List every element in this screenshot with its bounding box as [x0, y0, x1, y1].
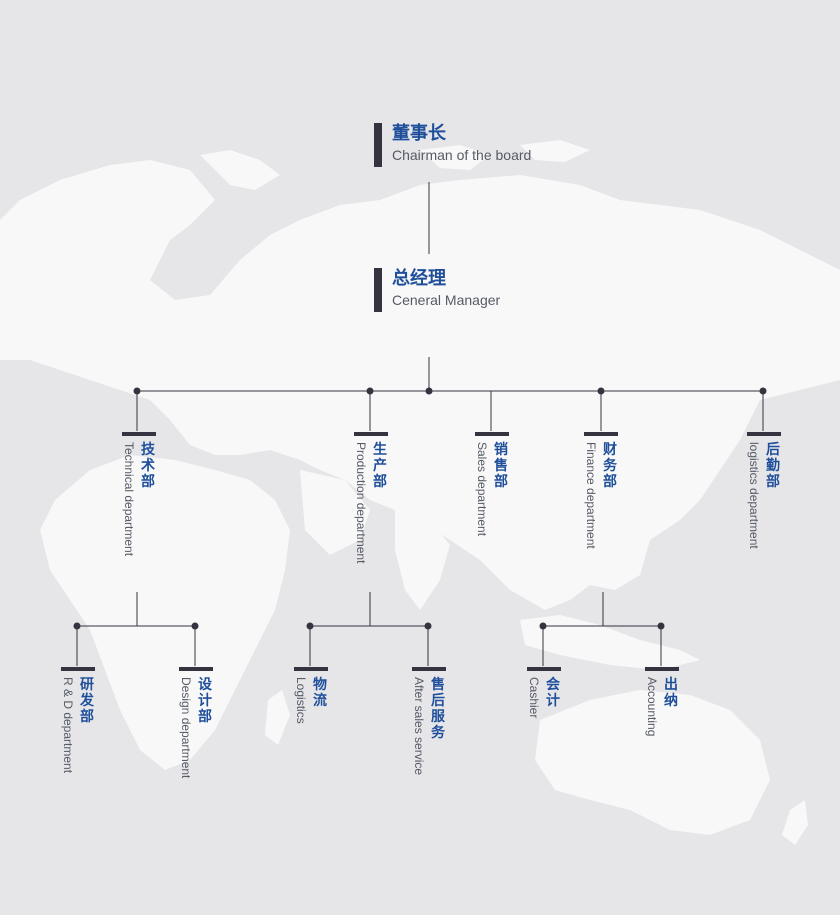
node-marker-bar: [122, 432, 156, 436]
chairman-cn-label: 董事长: [392, 123, 446, 144]
node-marker-bar: [354, 432, 388, 436]
node-marker-bar: [294, 667, 328, 671]
design-cn-label: 设计部: [198, 677, 212, 725]
chairman-en-label: Chairman of the board: [392, 147, 532, 163]
junction-dot: [424, 622, 432, 630]
rd-cn-label: 研发部: [80, 677, 94, 725]
production-en-label: Production department: [354, 442, 368, 564]
chairman-node: 董事长 Chairman of the board: [374, 123, 531, 167]
southeast-asia-islands: [520, 615, 700, 670]
greenland: [0, 230, 40, 275]
northern-islands: [200, 150, 280, 190]
node-marker-bar: [179, 667, 213, 671]
accounting-en-label: Accounting: [645, 677, 659, 737]
accounting-cn-label: 出纳: [664, 677, 678, 709]
general-manager-node: 总经理 Ceneral Manager: [374, 268, 500, 312]
node-marker-bar: [374, 123, 382, 167]
junction-dot: [425, 387, 433, 395]
arctic-island: [420, 145, 490, 170]
sales-en-label: Sales department: [475, 442, 489, 537]
manager-cn-label: 总经理: [392, 268, 446, 289]
sales-cn-label: 销售部: [494, 442, 508, 490]
cashier-cn-label: 会计: [546, 677, 560, 709]
node-marker-bar: [645, 667, 679, 671]
technical-cn-label: 技术部: [141, 442, 155, 490]
logistics-unit-cn-label: 物流: [313, 677, 327, 709]
production-cn-label: 生产部: [373, 442, 387, 490]
junction-dot: [597, 387, 605, 395]
node-marker-bar: [475, 432, 509, 436]
junction-dot: [133, 387, 141, 395]
logistics-dept-en-label: logistics department: [747, 442, 761, 549]
finance-en-label: Finance department: [584, 442, 598, 549]
node-marker-bar: [747, 432, 781, 436]
rd-en-label: R & D department: [61, 677, 75, 774]
node-marker-bar: [527, 667, 561, 671]
junction-dot: [306, 622, 314, 630]
junction-dot: [73, 622, 81, 630]
node-marker-bar: [584, 432, 618, 436]
eurasia-landmass: [0, 160, 840, 610]
node-marker-bar: [374, 268, 382, 312]
manager-en-label: Ceneral Manager: [392, 292, 501, 308]
technical-en-label: Technical department: [122, 442, 136, 557]
japan: [695, 370, 735, 450]
africa-landmass: [40, 455, 290, 770]
logistics-dept-cn-label: 后勤部: [766, 442, 780, 490]
new-zealand: [782, 800, 808, 845]
junction-dot: [759, 387, 767, 395]
junction-dot: [366, 387, 374, 395]
junction-dot: [539, 622, 547, 630]
logistics-unit-en-label: Logistics: [294, 677, 308, 724]
arabia: [300, 470, 370, 555]
node-marker-bar: [412, 667, 446, 671]
finance-cn-label: 财务部: [603, 442, 617, 490]
after-sales-en-label: After sales service: [412, 677, 426, 776]
design-en-label: Design department: [179, 677, 193, 779]
arctic-island-2: [520, 140, 590, 162]
junction-dot: [657, 622, 665, 630]
australia: [535, 690, 770, 835]
cashier-en-label: Cashier: [527, 677, 541, 719]
after-sales-cn-label: 售后服务: [431, 677, 445, 741]
india: [395, 510, 450, 610]
madagascar: [265, 690, 290, 745]
junction-dot: [191, 622, 199, 630]
node-marker-bar: [61, 667, 95, 671]
